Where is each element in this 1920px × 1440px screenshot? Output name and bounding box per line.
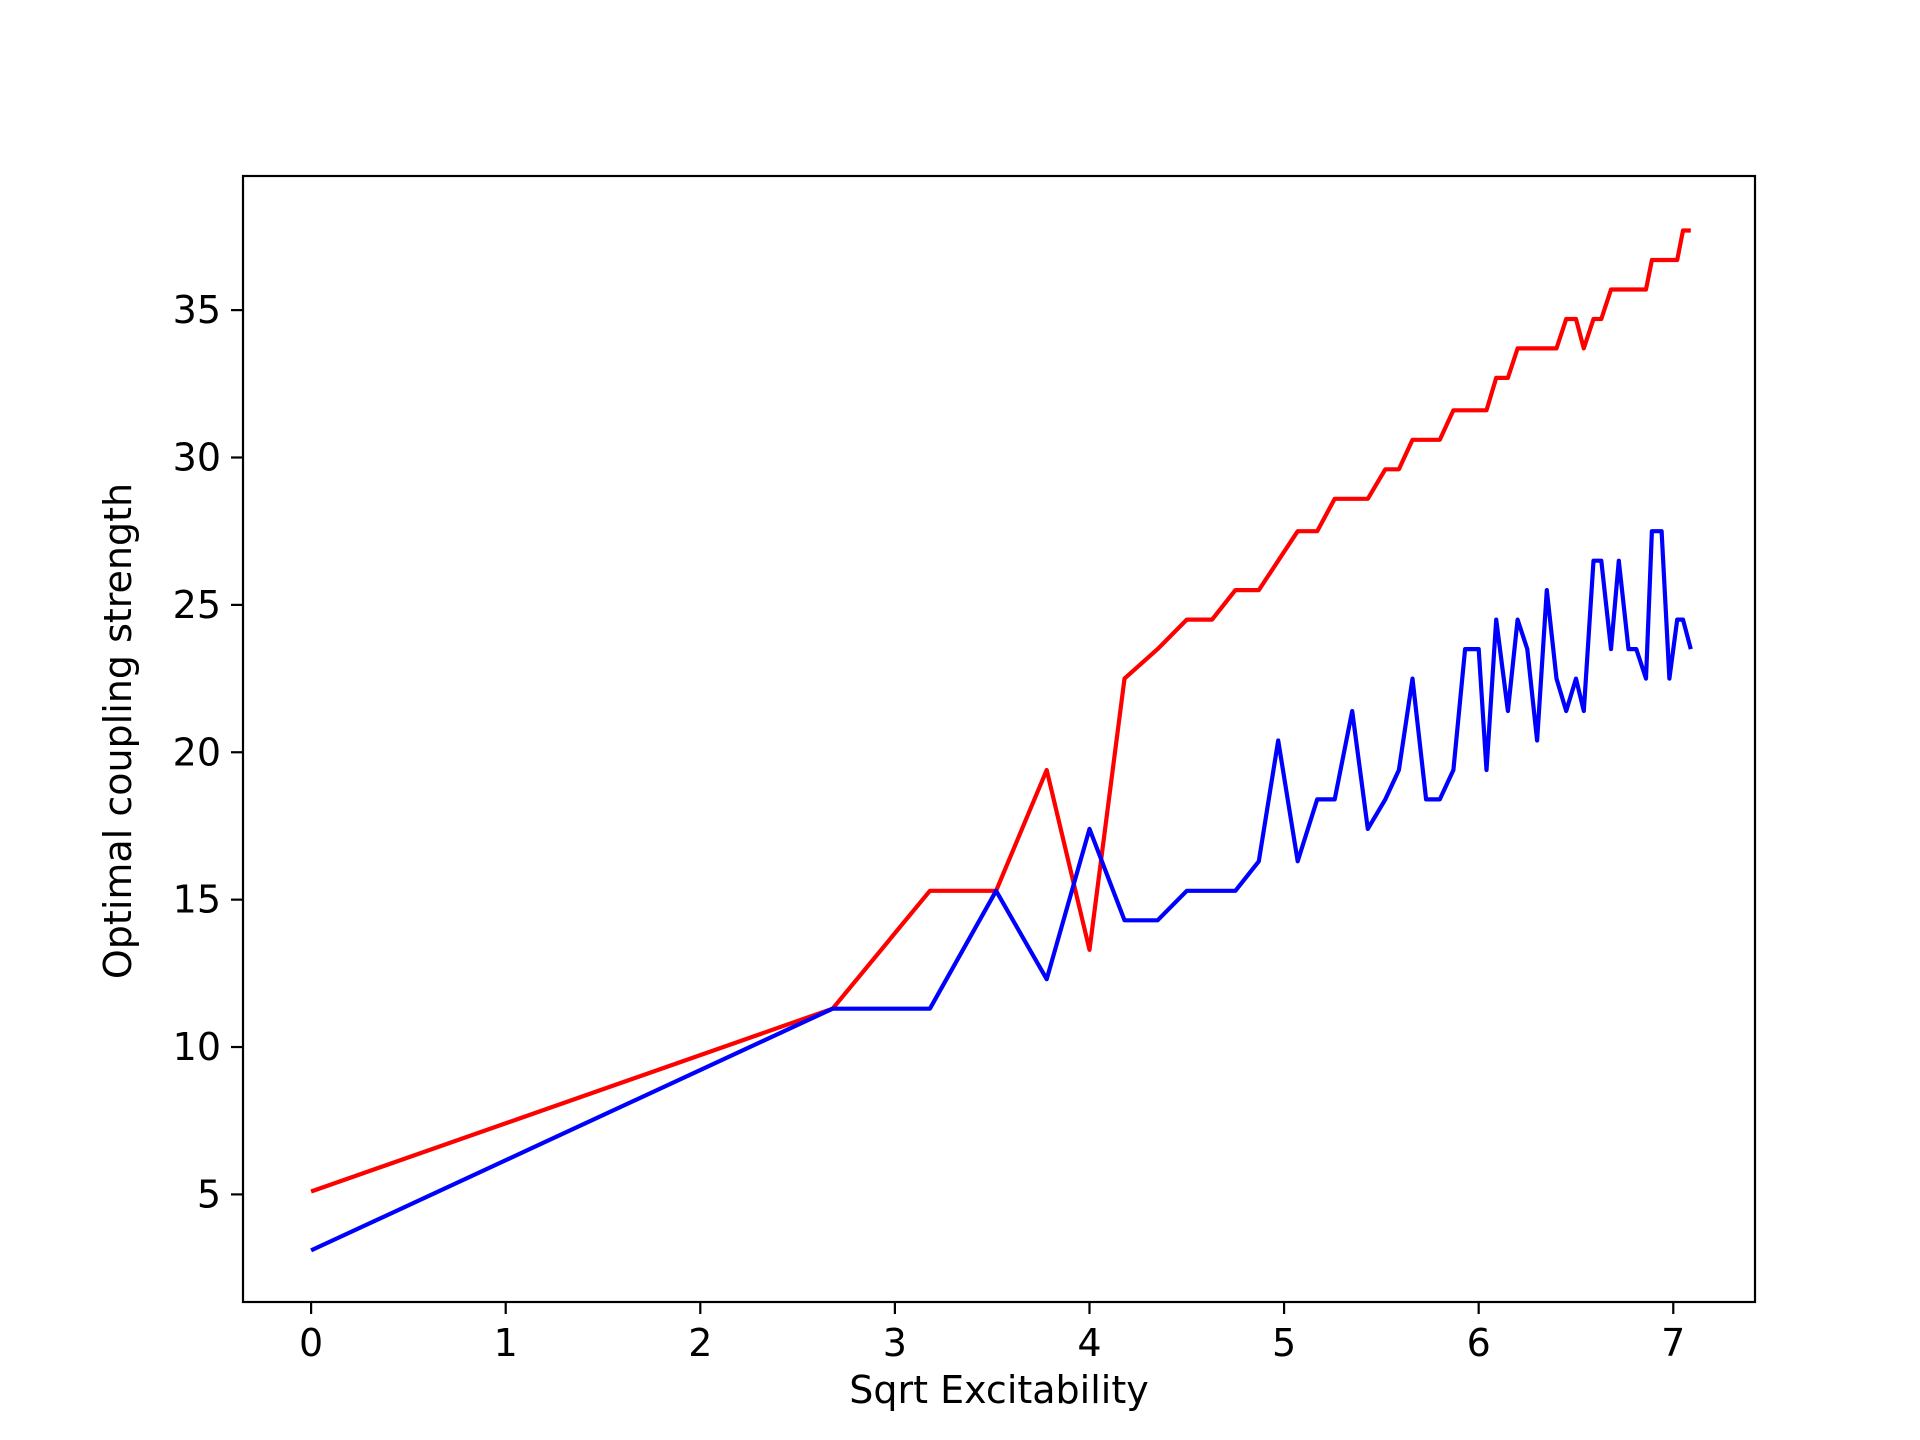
x-tick-label: 6 bbox=[1467, 1321, 1491, 1365]
series-line-1 bbox=[310, 228, 1691, 1194]
x-tick-label: 4 bbox=[1077, 1321, 1101, 1365]
series-line-2 bbox=[310, 529, 1693, 1253]
x-tick-label: 5 bbox=[1272, 1321, 1296, 1365]
y-tick-label: 30 bbox=[173, 436, 221, 480]
x-tick-label: 7 bbox=[1661, 1321, 1685, 1365]
y-tick-label: 10 bbox=[173, 1025, 221, 1069]
y-tick-label: 5 bbox=[197, 1172, 221, 1216]
y-tick-label: 35 bbox=[173, 288, 221, 332]
x-axis-title: Sqrt Excitability bbox=[849, 1368, 1149, 1412]
x-tick-label: 2 bbox=[688, 1321, 712, 1365]
x-tick-label: 3 bbox=[883, 1321, 907, 1365]
y-tick-label: 25 bbox=[173, 583, 221, 627]
x-axis-ticks: 0 1 2 3 4 5 6 7 bbox=[299, 1302, 1685, 1365]
y-axis-title: Optimal coupling strength bbox=[96, 483, 140, 979]
y-tick-label: 20 bbox=[173, 730, 221, 774]
series-layer bbox=[310, 228, 1693, 1253]
x-tick-label: 0 bbox=[299, 1321, 323, 1365]
plot-area bbox=[241, 174, 1757, 1304]
y-axis-ticks: 5 10 15 20 25 30 35 bbox=[173, 288, 243, 1216]
y-tick-label: 15 bbox=[173, 878, 221, 922]
x-tick-label: 1 bbox=[494, 1321, 518, 1365]
plot-frame bbox=[241, 174, 1757, 1304]
